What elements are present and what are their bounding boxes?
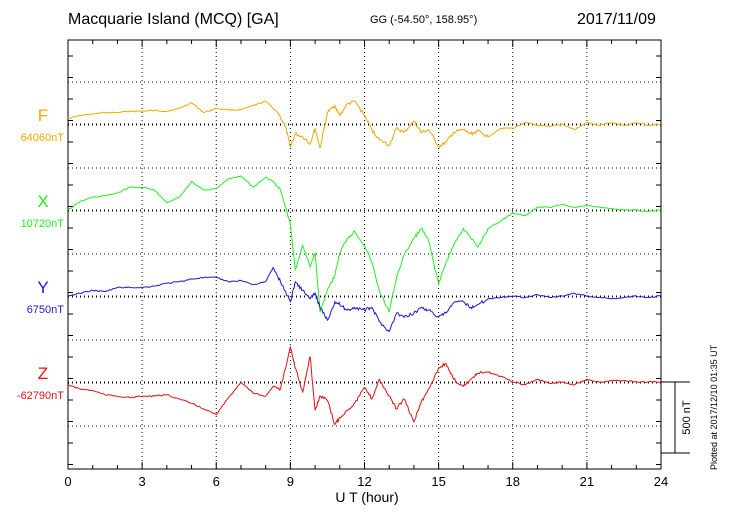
scale-bar-label: 500 nT [681,400,693,435]
series-label-x: X [37,192,48,211]
x-tick-label: 21 [580,474,594,489]
x-tick-label: 3 [139,474,146,489]
x-tick-label: 6 [213,474,220,489]
x-tick-label: 18 [506,474,520,489]
baseline-label-y: 6750nT [27,304,65,316]
x-axis-label: U T (hour) [335,489,398,505]
chart-date: 2017/11/09 [577,11,656,28]
series-label-z: Z [38,364,48,383]
trace-y [67,266,662,333]
trace-z [67,346,662,426]
baseline-label-z: -62790nT [17,390,64,402]
x-tick-label: 15 [431,474,445,489]
x-tick-label: 12 [357,474,371,489]
plotted-timestamp: Plotted at 2017/12/10 01:35 UT [709,344,719,470]
series-label-y: Y [37,278,48,297]
station-coordinates: GG (-54.50°, 158.95°) [370,14,478,26]
trace-x [67,175,662,313]
trace-f [67,100,662,149]
baseline-label-f: 64060nT [21,132,65,144]
x-tick-label: 24 [654,474,668,489]
series-label-f: F [38,106,48,125]
x-tick-label: 9 [287,474,294,489]
x-tick-label: 0 [64,474,71,489]
page-title: Macquarie Island (MCQ) [GA] [68,11,279,28]
baseline-label-x: 10720nT [21,218,65,230]
